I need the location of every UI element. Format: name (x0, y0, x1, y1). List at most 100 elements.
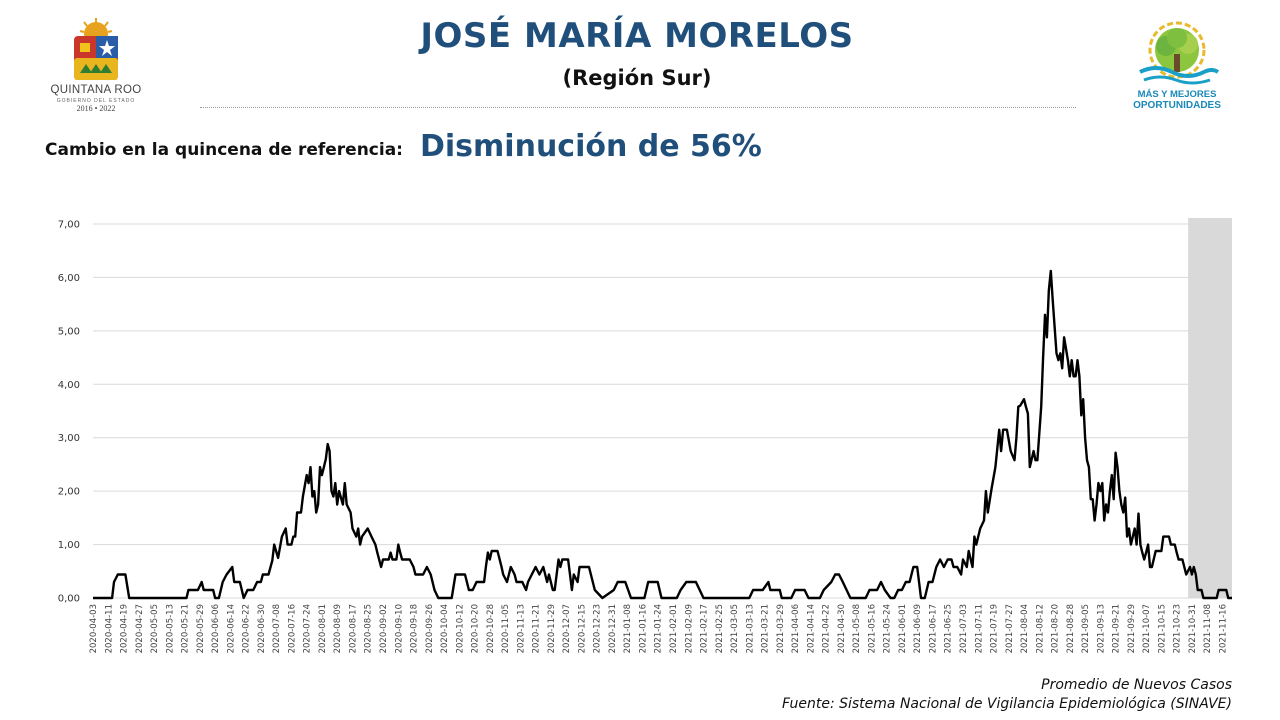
x-tick-label: 2020-10-04 (440, 604, 450, 653)
x-tick-label: 2020-10-12 (455, 604, 465, 653)
x-tick-label: 2020-08-17 (348, 604, 358, 653)
y-tick-label: 0,00 (58, 594, 80, 605)
x-tick-label: 2020-06-06 (211, 604, 221, 653)
change-label: Cambio en la quincena de referencia: (45, 140, 403, 160)
x-tick-label: 2021-07-03 (959, 604, 969, 653)
x-tick-label: 2021-01-08 (623, 604, 633, 653)
tree-icon (1139, 21, 1220, 85)
x-tick-label: 2020-08-09 (333, 604, 343, 653)
y-tick-label: 7,00 (58, 220, 80, 231)
quintana-roo-logo: QUINTANA ROO GOBIERNO DEL ESTADO 2016 • … (40, 18, 152, 113)
x-tick-label: 2020-09-26 (425, 604, 435, 653)
x-tick-label: 2021-08-28 (1066, 604, 1076, 653)
x-tick-label: 2021-11-08 (1203, 604, 1213, 653)
x-tick-label: 2020-06-22 (242, 604, 252, 653)
x-tick-label: 2020-07-24 (303, 604, 313, 653)
x-tick-label: 2021-02-01 (669, 604, 679, 653)
series-line (93, 269, 1232, 600)
x-tick-label: 2020-05-13 (165, 604, 175, 653)
x-tick-label: 2020-12-31 (608, 604, 618, 653)
x-tick-label: 2021-02-09 (684, 604, 694, 653)
x-tick-label: 2020-06-30 (257, 604, 267, 653)
y-tick-label: 3,00 (58, 433, 80, 444)
logo-left-years: 2016 • 2022 (76, 104, 116, 113)
x-tick-label: 2021-09-05 (1081, 604, 1091, 653)
x-tick-label: 2021-03-05 (730, 604, 740, 653)
logo-left-sub: GOBIERNO DEL ESTADO (56, 98, 136, 104)
coat-of-arms-icon (74, 18, 118, 80)
logo-left-name: QUINTANA ROO (50, 84, 142, 96)
x-tick-label: 2021-07-19 (990, 604, 1000, 653)
x-tick-label: 2021-08-12 (1035, 604, 1045, 653)
y-tick-label: 4,00 (58, 380, 80, 391)
x-tick-label: 2021-01-24 (654, 604, 664, 653)
x-tick-label: 2021-03-13 (745, 604, 755, 653)
x-tick-label: 2020-04-19 (120, 604, 130, 653)
x-tick-label: 2020-11-21 (532, 604, 542, 653)
x-tick-label: 2021-03-21 (761, 604, 771, 653)
x-tick-label: 2020-09-10 (394, 604, 404, 653)
x-tick-label: 2021-09-29 (1127, 604, 1137, 653)
x-tick-label: 2021-06-09 (913, 604, 923, 653)
x-tick-label: 2021-05-16 (867, 604, 877, 653)
page-subtitle: (Región Sur) (562, 66, 712, 90)
highlight-band (1188, 218, 1232, 598)
gridlines (93, 223, 1232, 599)
x-tick-label: 2021-02-17 (700, 604, 710, 653)
x-axis-tick-labels: 2020-04-03 2020-04-11 2020-04-19 2020-04-27… (89, 604, 1228, 653)
change-value: Disminución de 56% (420, 129, 762, 164)
oportunidades-logo: MÁS Y MEJORES OPORTUNIDADES (1126, 20, 1228, 112)
source-caption: Fuente: Sistema Nacional de Vigilancia E… (782, 696, 1232, 712)
x-tick-label: 2021-02-25 (715, 604, 725, 653)
x-tick-label: 2021-07-27 (1005, 604, 1015, 653)
series-caption: Promedio de Nuevos Casos (1041, 677, 1232, 693)
x-tick-label: 2021-08-04 (1020, 604, 1030, 653)
y-tick-label: 5,00 (58, 326, 80, 337)
x-tick-label: 2021-05-24 (883, 604, 893, 653)
x-tick-label: 2020-05-29 (196, 604, 206, 653)
x-tick-label: 2020-07-08 (272, 604, 282, 653)
x-tick-label: 2021-05-08 (852, 604, 862, 653)
x-tick-label: 2020-07-16 (287, 604, 297, 653)
x-tick-label: 2021-04-14 (806, 604, 816, 653)
x-tick-label: 2021-03-29 (776, 604, 786, 653)
x-tick-label: 2020-04-27 (135, 604, 145, 653)
page-title: JOSÉ MARÍA MORELOS (420, 16, 854, 56)
x-tick-label: 2021-11-16 (1218, 604, 1228, 653)
y-tick-label: 1,00 (58, 540, 80, 551)
x-tick-label: 2021-04-30 (837, 604, 847, 653)
logo-right-line2: OPORTUNIDADES (1133, 100, 1221, 111)
y-tick-label: 2,00 (58, 487, 80, 498)
header-divider (200, 107, 1076, 108)
x-tick-label: 2020-04-11 (104, 604, 114, 653)
x-tick-label: 2020-11-13 (516, 604, 526, 653)
x-tick-label: 2020-12-07 (562, 604, 572, 653)
x-tick-label: 2021-01-16 (638, 604, 648, 653)
x-tick-label: 2020-12-23 (593, 604, 603, 653)
x-tick-label: 2020-09-18 (410, 604, 420, 653)
cases-line-chart: 0,00 1,00 2,00 3,00 4,00 5,00 6,00 7,00 2020-04… (58, 218, 1232, 653)
x-tick-label: 2020-10-28 (486, 604, 496, 653)
x-tick-label: 2020-10-20 (471, 604, 481, 653)
y-tick-label: 6,00 (58, 273, 80, 284)
x-tick-label: 2020-05-05 (150, 604, 160, 653)
x-tick-label: 2021-10-23 (1173, 604, 1183, 653)
x-tick-label: 2021-10-15 (1157, 604, 1167, 653)
x-tick-label: 2020-09-02 (379, 604, 389, 653)
x-tick-label: 2020-08-25 (364, 604, 374, 653)
x-tick-label: 2020-04-03 (89, 604, 99, 653)
x-tick-label: 2021-09-13 (1096, 604, 1106, 653)
x-tick-label: 2020-06-14 (226, 604, 236, 653)
x-tick-label: 2021-09-21 (1112, 604, 1122, 653)
x-tick-label: 2021-07-11 (974, 604, 984, 653)
x-tick-label: 2020-11-29 (547, 604, 557, 653)
x-tick-label: 2021-06-25 (944, 604, 954, 653)
x-tick-label: 2020-05-21 (181, 604, 191, 653)
x-tick-label: 2021-04-22 (822, 604, 832, 653)
x-tick-label: 2020-11-05 (501, 604, 511, 653)
x-tick-label: 2021-08-20 (1051, 604, 1061, 653)
logo-right-line1: MÁS Y MEJORES (1137, 89, 1217, 100)
x-tick-label: 2021-10-31 (1188, 604, 1198, 653)
x-tick-label: 2021-06-01 (898, 604, 908, 653)
x-tick-label: 2021-04-06 (791, 604, 801, 653)
